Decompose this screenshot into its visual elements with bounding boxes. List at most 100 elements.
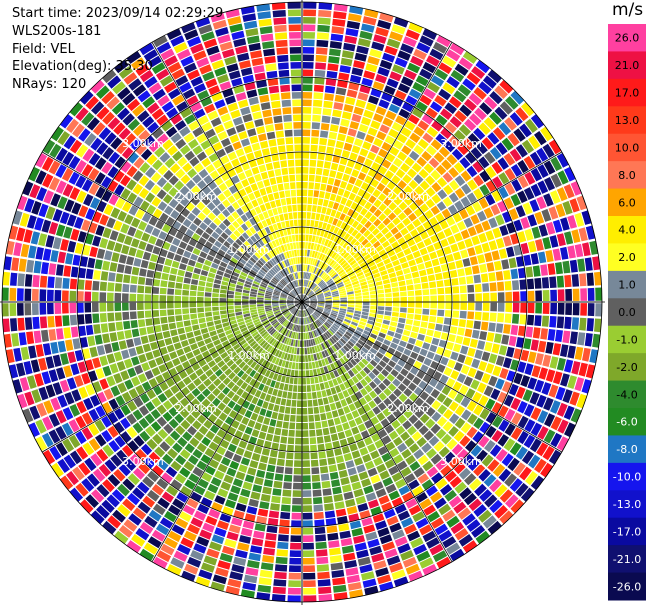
velocity-gate xyxy=(398,190,408,201)
velocity-gate xyxy=(351,426,360,435)
velocity-gate xyxy=(321,237,326,245)
velocity-gate xyxy=(269,281,276,287)
velocity-gate xyxy=(196,151,207,162)
velocity-gate xyxy=(215,274,223,281)
colorbar-segment xyxy=(608,270,646,299)
velocity-gate xyxy=(415,492,428,503)
velocity-gate xyxy=(369,249,378,257)
velocity-gate xyxy=(351,527,364,537)
velocity-gate xyxy=(223,474,234,484)
velocity-gate xyxy=(179,408,190,419)
velocity-gate xyxy=(224,144,234,154)
velocity-gate xyxy=(378,213,387,222)
velocity-gate xyxy=(77,291,84,302)
velocity-gate xyxy=(310,302,317,304)
velocity-gate xyxy=(347,302,355,305)
velocity-gate xyxy=(85,383,96,396)
velocity-gate xyxy=(375,488,387,498)
velocity-gate xyxy=(191,279,199,285)
velocity-gate xyxy=(288,323,293,330)
velocity-gate xyxy=(479,184,490,196)
velocity-gate xyxy=(179,467,191,478)
colorbar: 26.021.017.013.010.08.06.04.02.01.00.0-1… xyxy=(608,24,646,601)
velocity-gate xyxy=(295,280,298,287)
velocity-gate xyxy=(348,246,355,254)
velocity-gate xyxy=(229,245,237,253)
velocity-gate xyxy=(179,81,192,93)
velocity-gate xyxy=(369,264,378,271)
velocity-gate xyxy=(288,17,301,24)
velocity-gate xyxy=(137,90,151,103)
velocity-gate xyxy=(262,41,275,49)
velocity-gate xyxy=(135,63,150,76)
velocity-gate xyxy=(212,397,221,407)
velocity-gate xyxy=(155,263,164,272)
velocity-gate xyxy=(274,310,281,315)
velocity-gate xyxy=(196,442,207,453)
velocity-gate xyxy=(313,84,324,93)
velocity-gate xyxy=(484,341,493,352)
velocity-gate xyxy=(542,143,555,158)
velocity-gate xyxy=(550,303,557,315)
velocity-gate xyxy=(22,408,34,423)
velocity-gate xyxy=(138,175,150,187)
velocity-gate xyxy=(440,127,452,139)
velocity-gate xyxy=(562,260,571,274)
velocity-gate xyxy=(17,195,28,211)
velocity-gate xyxy=(427,322,436,330)
velocity-gate xyxy=(69,302,77,314)
velocity-gate xyxy=(182,88,196,100)
velocity-gate xyxy=(340,338,347,345)
velocity-gate xyxy=(435,381,445,392)
velocity-gate xyxy=(323,310,330,315)
velocity-gate xyxy=(283,268,288,276)
velocity-gate xyxy=(178,224,188,234)
velocity-gate xyxy=(287,300,294,302)
velocity-gate xyxy=(278,326,284,333)
velocity-gate xyxy=(131,376,141,387)
velocity-gate xyxy=(321,334,327,341)
velocity-gate xyxy=(240,381,248,390)
velocity-gate xyxy=(335,401,342,409)
velocity-gate xyxy=(550,400,561,414)
velocity-gate xyxy=(308,307,315,312)
velocity-gate xyxy=(47,303,54,315)
velocity-gate xyxy=(142,96,156,109)
velocity-gate xyxy=(385,483,397,494)
velocity-gate xyxy=(206,202,216,211)
velocity-gate xyxy=(142,476,155,488)
velocity-gate xyxy=(314,69,326,78)
velocity-gate xyxy=(174,413,185,424)
velocity-gate xyxy=(486,332,495,342)
velocity-gate xyxy=(429,251,438,260)
velocity-gate xyxy=(227,290,235,295)
velocity-gate xyxy=(241,433,250,442)
velocity-gate xyxy=(89,346,98,358)
velocity-gate xyxy=(351,410,360,419)
velocity-gate xyxy=(305,280,308,287)
velocity-gate xyxy=(302,362,306,370)
velocity-gate xyxy=(356,327,364,333)
velocity-gate xyxy=(485,180,497,192)
velocity-gate xyxy=(231,564,245,574)
velocity-gate xyxy=(415,256,424,265)
velocity-gate xyxy=(368,95,380,105)
velocity-gate xyxy=(343,104,354,113)
velocity-gate xyxy=(400,227,409,236)
velocity-gate xyxy=(284,236,290,243)
velocity-gate xyxy=(50,341,59,354)
velocity-gate xyxy=(245,211,253,220)
velocity-gate xyxy=(457,327,465,336)
velocity-gate xyxy=(550,289,557,301)
velocity-gate xyxy=(52,208,63,222)
velocity-gate xyxy=(517,231,527,243)
colorbar-segment xyxy=(608,408,646,436)
velocity-gate xyxy=(272,299,279,301)
velocity-gate xyxy=(294,299,301,302)
velocity-gate xyxy=(542,446,555,461)
velocity-gate xyxy=(413,277,421,284)
velocity-gate xyxy=(166,344,175,353)
velocity-gate xyxy=(155,238,164,248)
velocity-gate xyxy=(262,486,272,495)
velocity-gate xyxy=(200,140,211,150)
